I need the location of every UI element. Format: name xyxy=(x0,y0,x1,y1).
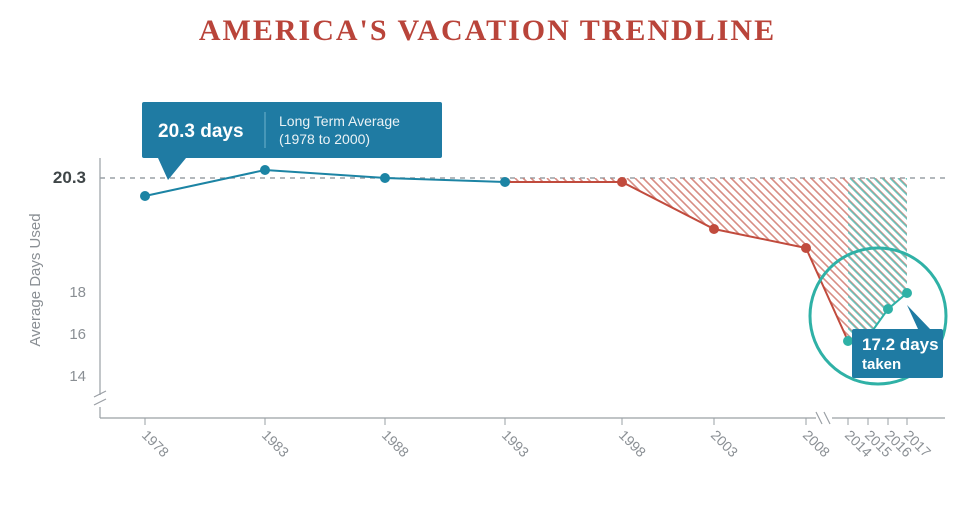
svg-text:2003: 2003 xyxy=(708,427,741,460)
svg-text:1978: 1978 xyxy=(139,427,172,460)
svg-text:1998: 1998 xyxy=(616,427,649,460)
tail-value: 17.2 days xyxy=(862,335,939,354)
svg-text:18: 18 xyxy=(69,284,86,301)
svg-text:16: 16 xyxy=(69,326,86,343)
svg-text:1993: 1993 xyxy=(499,427,532,460)
y-axis: 14 16 18 20.3 xyxy=(53,158,106,418)
svg-text:14: 14 xyxy=(69,368,86,385)
svg-text:1983: 1983 xyxy=(259,427,292,460)
tail-caption: taken xyxy=(862,356,901,373)
callout-caption-top: Long Term Average xyxy=(279,113,400,129)
blue-markers xyxy=(140,165,510,201)
svg-text:1988: 1988 xyxy=(379,427,412,460)
callout-long-term-avg: 20.3 days Long Term Average (1978 to 200… xyxy=(142,102,442,180)
callout-days-taken: 17.2 days taken xyxy=(852,305,943,378)
svg-text:20.3: 20.3 xyxy=(53,168,86,187)
red-trend-line xyxy=(505,182,848,341)
blue-trend-line xyxy=(145,170,505,196)
callout-value: 20.3 days xyxy=(158,121,244,142)
svg-text:2008: 2008 xyxy=(800,427,833,460)
callout-caption-bottom: (1978 to 2000) xyxy=(279,131,370,147)
chart-svg: 14 16 18 20.3 1978 1983 1988 1993 1998 2003 2008 2… xyxy=(0,0,975,506)
x-axis: 1978198319881993199820032008201420152016… xyxy=(100,412,945,460)
y-axis-label: Average Days Used xyxy=(27,213,44,346)
